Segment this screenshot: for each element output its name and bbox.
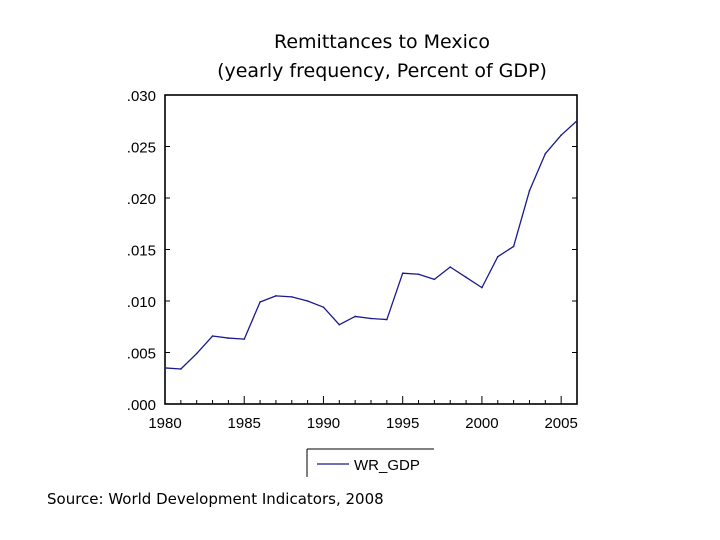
y-tick-label: .010 (127, 294, 156, 311)
data-point (322, 306, 325, 308)
axes: .000 .005 .010 .015 .020 .025 .030 1980 1985 1990… (127, 88, 578, 432)
chart-subtitle: (yearly frequency, Percent of GDP) (217, 60, 547, 82)
plot-frame (164, 94, 578, 405)
data-point (275, 295, 277, 297)
data-point (401, 272, 404, 274)
x-tick-label: 2000 (465, 415, 498, 432)
data-point (433, 278, 436, 281)
x-tick-label: 1980 (148, 415, 181, 432)
data-point (227, 337, 230, 339)
y-tick-label: .015 (127, 243, 156, 260)
data-point (576, 119, 578, 122)
data-point (544, 152, 547, 155)
data-point (386, 318, 388, 321)
y-tick-label: .025 (127, 140, 156, 157)
data-point (243, 338, 246, 340)
legend: WR_GDP (306, 448, 434, 477)
x-tick-label: 1990 (307, 415, 340, 432)
chart-title: Remittances to Mexico (274, 31, 490, 53)
x-tick-label: 2005 (544, 415, 577, 432)
data-point (211, 335, 214, 337)
data-point (481, 286, 483, 289)
data-point (338, 323, 341, 326)
data-point (354, 315, 356, 318)
data-point (465, 276, 467, 279)
data-point (528, 189, 531, 192)
data-point (417, 273, 420, 276)
y-tick-label: .020 (127, 191, 156, 208)
data-point (370, 317, 372, 320)
data-point (164, 367, 166, 369)
data-point (306, 300, 309, 302)
y-tick-label: .030 (127, 88, 156, 105)
data-point (259, 301, 261, 303)
x-tick-label: 1985 (228, 415, 261, 432)
series-layer (164, 119, 578, 370)
data-point (496, 255, 499, 258)
data-point (449, 266, 452, 268)
legend-label: WR_GDP (354, 457, 420, 474)
series-line-wr_gdp (164, 120, 578, 370)
data-point (180, 368, 182, 370)
data-point (560, 134, 562, 136)
y-tick-label: .000 (127, 397, 156, 414)
y-tick-label: .005 (127, 346, 156, 363)
data-point (195, 352, 198, 355)
data-point (290, 296, 293, 298)
data-point (512, 245, 515, 248)
x-tick-label: 1995 (386, 415, 419, 432)
source-note: Source: World Development Indicators, 20… (47, 490, 384, 508)
